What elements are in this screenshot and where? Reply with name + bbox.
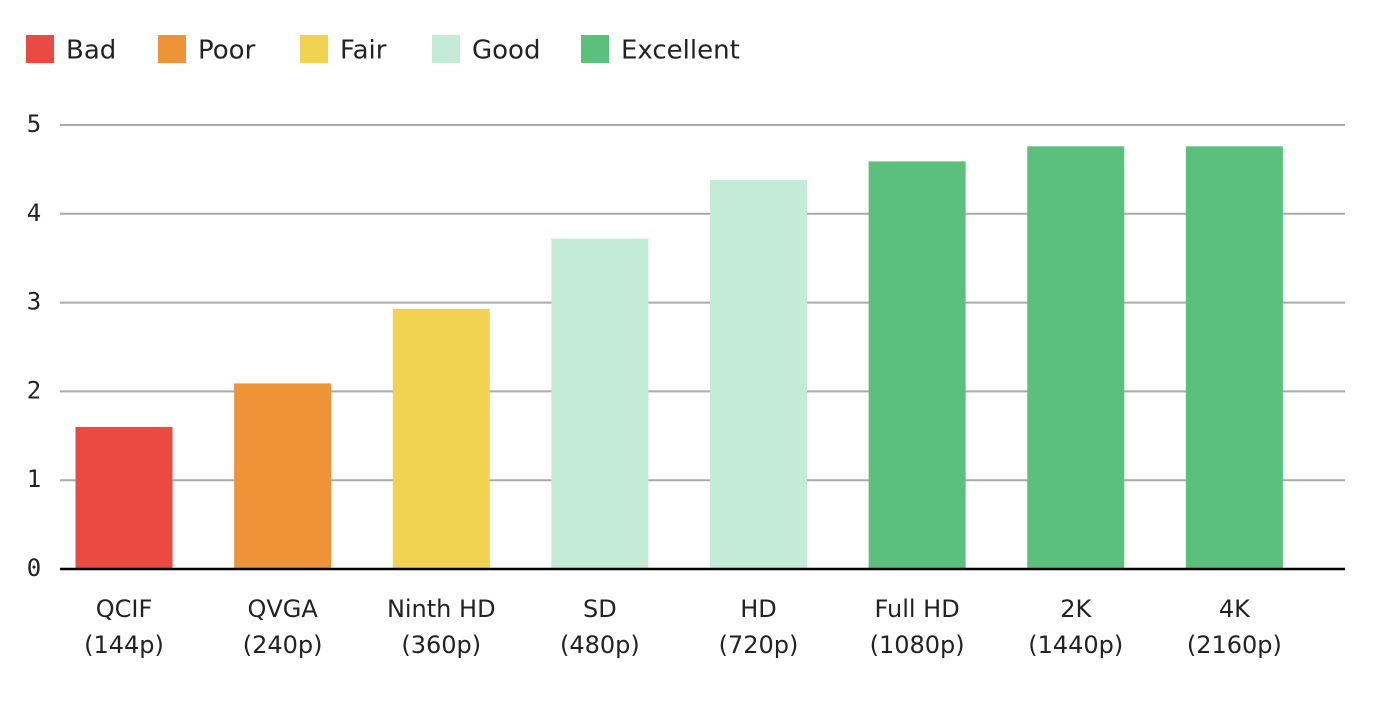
x-tick-label: (144p) — [84, 631, 164, 659]
x-tick-label: (240p) — [243, 631, 323, 659]
x-tick-label: (360p) — [401, 631, 481, 659]
x-tick-label: 4K — [1219, 595, 1251, 623]
x-tick-label: (2160p) — [1187, 631, 1282, 659]
bar — [75, 426, 173, 569]
bar — [392, 308, 490, 569]
y-tick-label: 1 — [27, 465, 41, 493]
bar — [710, 180, 807, 569]
x-tick-label: 2K — [1060, 595, 1092, 623]
y-tick-label: 0 — [27, 554, 41, 582]
bar — [1027, 146, 1125, 569]
x-tick-label: SD — [583, 595, 617, 623]
x-tick-label: (1440p) — [1028, 631, 1123, 659]
bar — [551, 238, 649, 569]
x-tick-label: Ninth HD — [387, 595, 496, 623]
y-tick-label: 3 — [27, 288, 41, 316]
bar — [234, 383, 332, 569]
y-tick-label: 2 — [27, 376, 41, 404]
bar — [868, 161, 966, 569]
x-tick-label: (480p) — [560, 631, 640, 659]
y-tick-label: 4 — [27, 199, 41, 227]
x-tick-label: QCIF — [96, 595, 153, 623]
legend-label: Poor — [198, 36, 256, 66]
x-tick-label: (720p) — [719, 631, 799, 659]
x-tick-label: Full HD — [875, 595, 960, 623]
legend-swatch — [158, 35, 186, 63]
y-tick-label: 5 — [27, 110, 41, 138]
legend-swatch — [300, 35, 328, 63]
legend-label: Fair — [340, 36, 387, 66]
bar — [1185, 146, 1283, 569]
legend-label: Good — [472, 36, 540, 66]
legend-label: Bad — [66, 36, 116, 66]
x-tick-label: HD — [740, 595, 777, 623]
x-tick-label: QVGA — [247, 595, 318, 623]
x-tick-label: (1080p) — [870, 631, 965, 659]
legend-label: Excellent — [621, 36, 740, 66]
legend-swatch — [432, 35, 460, 63]
legend-swatch — [581, 35, 609, 63]
legend-swatch — [26, 35, 54, 63]
